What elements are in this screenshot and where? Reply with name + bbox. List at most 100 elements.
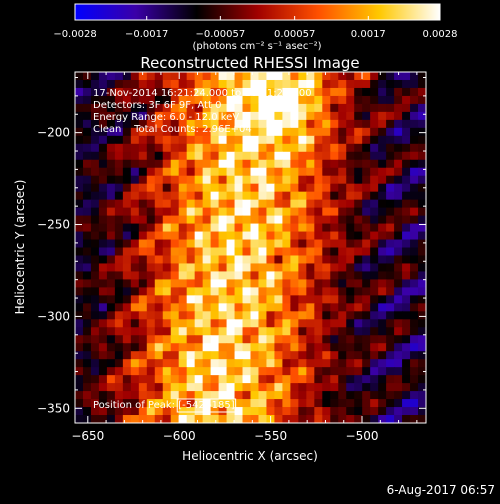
heatmap-cell <box>202 151 212 161</box>
heatmap-cell <box>202 231 212 241</box>
heatmap-cell <box>210 327 220 336</box>
heatmap-cell <box>202 167 212 177</box>
heatmap-cell <box>146 375 156 384</box>
heatmap-cell <box>122 303 132 312</box>
heatmap-cell <box>170 143 180 153</box>
heatmap-cell <box>258 127 268 137</box>
heatmap-cell <box>266 279 276 288</box>
heatmap-cell <box>322 231 331 241</box>
heatmap-cell <box>274 375 284 384</box>
heatmap-cell <box>410 415 419 423</box>
heatmap-cell <box>386 159 395 169</box>
heatmap-cell <box>106 183 116 193</box>
heatmap-cell <box>330 343 339 352</box>
heatmap-cell <box>194 343 204 352</box>
heatmap-cell <box>210 303 220 312</box>
heatmap-cell <box>170 79 180 89</box>
heatmap-cell <box>282 359 291 368</box>
heatmap-cell <box>378 415 387 423</box>
colorbar-units-label: (photons cm⁻² s⁻¹ asec⁻²) <box>192 41 321 52</box>
heatmap-cell <box>394 135 403 145</box>
heatmap-cell <box>186 255 196 265</box>
heatmap-cell <box>106 231 116 241</box>
heatmap-cell <box>250 72 260 81</box>
heatmap-cell <box>402 143 411 153</box>
heatmap-cell <box>162 191 172 201</box>
heatmap-cell <box>418 359 426 368</box>
heatmap-cell <box>186 239 196 249</box>
y-tick-label: −200 <box>37 126 70 140</box>
heatmap-cell <box>154 415 164 423</box>
heatmap-cell <box>418 399 426 408</box>
heatmap-cell <box>410 135 419 145</box>
heatmap-cell <box>75 407 84 416</box>
heatmap-cell <box>282 303 291 312</box>
heatmap-cell <box>298 151 307 161</box>
heatmap-cell <box>418 95 426 105</box>
heatmap-cell <box>314 87 323 97</box>
annotation-time-range: 17-Nov-2014 16:21:24.000 to 16:31:24.000 <box>93 88 312 99</box>
heatmap-cell <box>298 207 307 217</box>
heatmap-cell <box>138 287 148 296</box>
heatmap-cell <box>210 151 220 161</box>
heatmap-cell <box>194 207 204 217</box>
heatmap-cell <box>410 79 419 89</box>
heatmap-cell <box>130 72 140 81</box>
heatmap-cell <box>82 351 92 360</box>
heatmap-cell <box>202 72 212 81</box>
heatmap-cell <box>378 72 387 81</box>
heatmap-cell <box>282 287 291 296</box>
heatmap-cell <box>75 279 84 288</box>
heatmap-cell <box>242 207 252 217</box>
heatmap-cell <box>394 95 403 105</box>
heatmap-cell <box>114 223 124 233</box>
heatmap-cell <box>170 319 180 328</box>
heatmap-cell <box>162 111 172 121</box>
heatmap-cell <box>282 319 291 328</box>
heatmap-cell <box>114 231 124 241</box>
heatmap-cell <box>234 303 244 312</box>
heatmap-cell <box>130 183 140 193</box>
heatmap-cell <box>370 327 379 336</box>
heatmap-cell <box>154 87 164 97</box>
heatmap-cell <box>314 119 323 129</box>
heatmap-cell <box>154 151 164 161</box>
heatmap-cell <box>130 239 140 249</box>
heatmap-cell <box>290 183 299 193</box>
heatmap-cell <box>346 167 355 177</box>
heatmap-cell <box>138 351 148 360</box>
heatmap-cell <box>154 367 164 376</box>
heatmap-cell <box>170 103 180 113</box>
heatmap-cell <box>130 367 140 376</box>
heatmap-cell <box>162 79 172 89</box>
heatmap-cell <box>250 95 260 105</box>
heatmap-cell <box>186 223 196 233</box>
heatmap-cell <box>394 287 403 296</box>
heatmap-cell <box>298 311 307 320</box>
heatmap-cell <box>346 183 355 193</box>
heatmap-cell <box>82 415 92 423</box>
heatmap-cell <box>210 111 220 121</box>
heatmap-cell <box>162 343 172 352</box>
heatmap-cell <box>82 127 92 137</box>
heatmap-cell <box>122 247 132 257</box>
heatmap-cell <box>146 72 156 81</box>
heatmap-cell <box>402 311 411 320</box>
heatmap-cell <box>162 151 172 161</box>
heatmap-cell <box>178 135 188 145</box>
heatmap-cell <box>234 271 244 281</box>
heatmap-cell <box>178 287 188 296</box>
heatmap-cell <box>122 79 132 89</box>
heatmap-cell <box>210 159 220 169</box>
heatmap-cell <box>234 367 244 376</box>
heatmap-cell <box>154 175 164 185</box>
heatmap-cell <box>386 351 395 360</box>
heatmap-cell <box>218 383 228 392</box>
heatmap-cell <box>290 103 299 113</box>
heatmap-cell <box>226 103 236 113</box>
heatmap-cell <box>386 367 395 376</box>
heatmap-cell <box>106 143 116 153</box>
heatmap-cell <box>418 255 426 265</box>
heatmap-cell <box>250 391 260 400</box>
heatmap-cell <box>194 111 204 121</box>
